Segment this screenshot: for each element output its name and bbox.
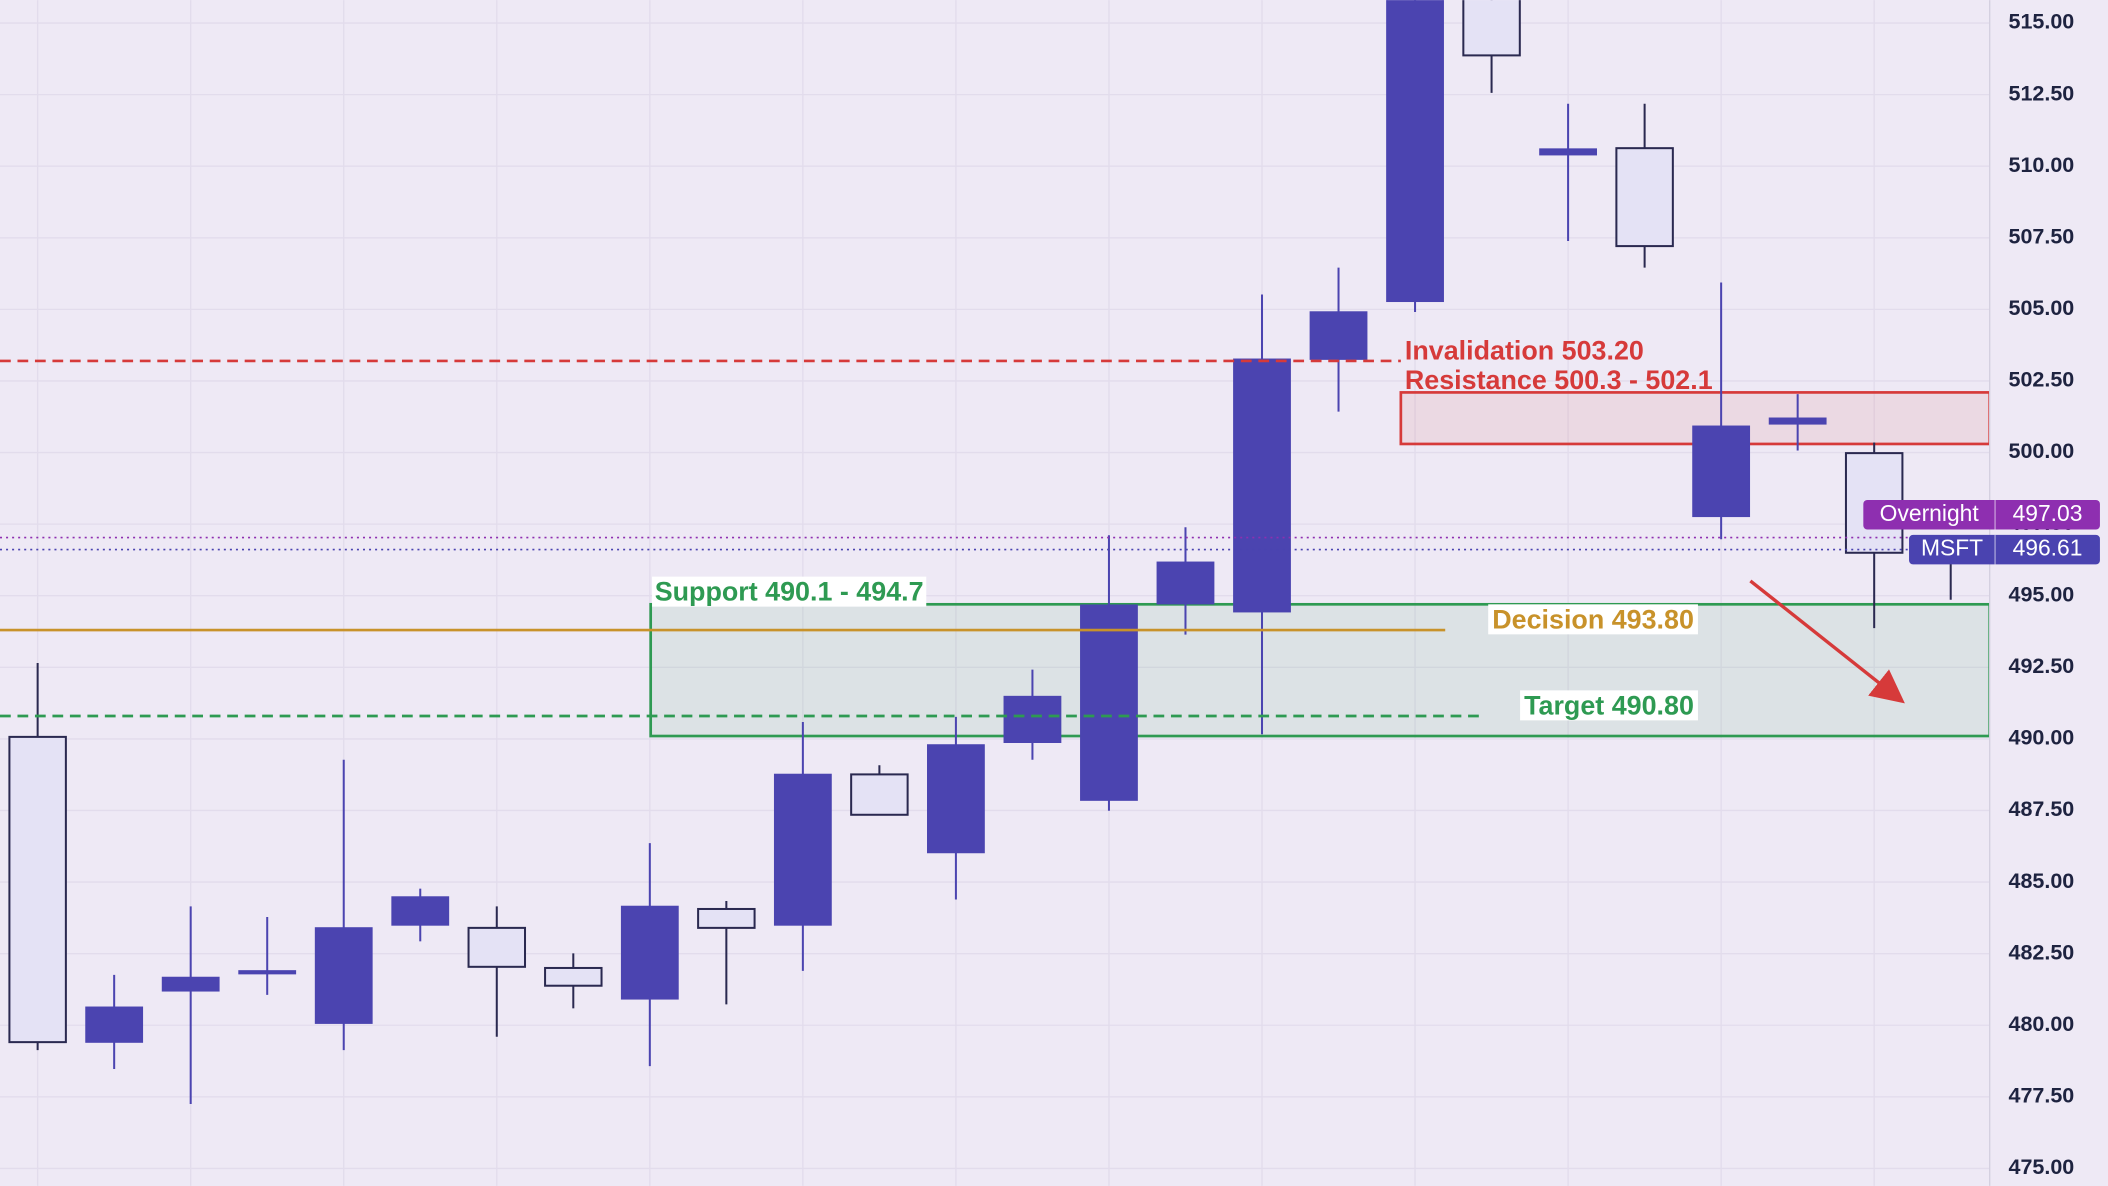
y-tick-label: 505.00 <box>2009 296 2075 320</box>
candle-body <box>467 926 527 968</box>
candle-body <box>161 976 220 992</box>
price-tag <box>1863 499 2100 530</box>
candle-body <box>1003 695 1062 744</box>
candle-body <box>391 896 450 926</box>
label-bg <box>1520 690 1698 721</box>
candle-body <box>1615 147 1674 248</box>
candle-body <box>850 773 909 816</box>
y-tick-label: 510.00 <box>2009 153 2075 177</box>
candle-body <box>238 970 297 975</box>
y-tick-label: 515.00 <box>2009 10 2075 34</box>
candle-body <box>314 927 373 1024</box>
candle-body <box>1233 358 1291 613</box>
y-tick-label: 500.00 <box>2009 439 2075 463</box>
tag-name: Overnight <box>1880 500 1980 526</box>
levels: Resistance 500.3 - 502.1 Support 490.1 - … <box>0 335 1990 721</box>
y-tick-label: 507.50 <box>2009 224 2075 248</box>
level-label: Decision 493.80 <box>1492 604 1694 634</box>
y-tick-label: 492.50 <box>2009 654 2075 678</box>
price-tag <box>1909 534 2100 565</box>
candle-body <box>1692 425 1751 518</box>
y-tick-label: 480.00 <box>2009 1012 2075 1036</box>
candle-body <box>773 773 832 926</box>
y-tick-label: 490.00 <box>2009 726 2075 750</box>
y-tick-label: 512.50 <box>2009 81 2075 105</box>
tag-value: 497.03 <box>2013 500 2083 526</box>
candle-body <box>1539 148 1597 156</box>
zone-label: Resistance 500.3 - 502.1 <box>1405 365 1713 395</box>
label-bg <box>1488 604 1698 635</box>
candle-body <box>85 1006 144 1043</box>
y-tick-label: 502.50 <box>2009 368 2075 392</box>
level-label: Target 490.80 <box>1524 690 1694 720</box>
trend-arrow <box>1749 579 1905 704</box>
candle-body <box>697 907 756 929</box>
candle-body <box>544 966 603 987</box>
zone <box>649 602 1990 738</box>
y-tick-label: 475.00 <box>2009 1155 2075 1179</box>
candle-body <box>620 905 679 1000</box>
level-label: Invalidation 503.20 <box>1405 335 1644 365</box>
zones <box>649 391 1990 738</box>
candle-body <box>1156 561 1215 605</box>
candle-body <box>1309 311 1368 360</box>
y-tick-label: 485.00 <box>2009 869 2075 893</box>
price-tags: Overnight 497.03 MSFT 496.61 <box>1863 500 2100 565</box>
candle-body <box>8 735 67 1044</box>
tag-value: 496.61 <box>2013 535 2083 561</box>
label-bg <box>652 576 927 607</box>
zone-label: Support 490.1 - 494.7 <box>655 577 924 607</box>
candle-body <box>927 744 985 854</box>
candle-body <box>1080 604 1138 801</box>
candles <box>8 0 1980 1104</box>
candle-body <box>1462 0 1521 57</box>
candle-body <box>1386 0 1444 303</box>
y-axis: 475.00 477.50 480.00 482.50 485.00 487.50 490.… <box>2009 10 2075 1179</box>
grid <box>0 0 1990 1186</box>
candle-body <box>1768 417 1827 425</box>
y-tick-label: 495.00 <box>2009 582 2075 606</box>
y-tick-label: 477.50 <box>2009 1084 2075 1108</box>
y-tick-label: 482.50 <box>2009 940 2075 964</box>
tag-name: MSFT <box>1921 535 1983 561</box>
y-tick-label: 487.50 <box>2009 797 2075 821</box>
